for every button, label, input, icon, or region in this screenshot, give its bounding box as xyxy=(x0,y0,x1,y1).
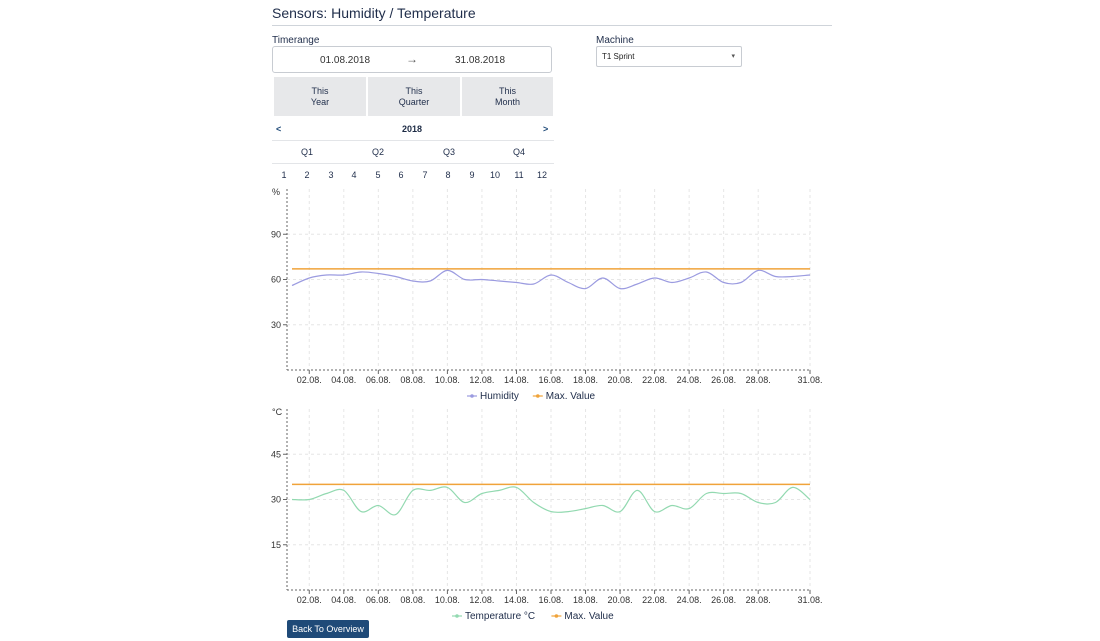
x-tick-label: 28.08. xyxy=(746,595,771,605)
x-tick-label: 22.08. xyxy=(642,375,667,385)
machine-select[interactable]: T1 Sprint ▾ xyxy=(596,46,742,67)
legend-marker xyxy=(554,614,559,618)
x-tick-label: 12.08. xyxy=(469,375,494,385)
x-tick-label: 31.08. xyxy=(797,595,822,605)
month-1[interactable]: 1 xyxy=(281,170,287,180)
x-tick-label: 24.08. xyxy=(677,595,702,605)
month-2[interactable]: 2 xyxy=(304,170,310,180)
preset-this-quarter-button[interactable]: This Quarter xyxy=(368,77,460,116)
x-tick-label: 16.08. xyxy=(538,375,563,385)
legend-label: Max. Value xyxy=(546,391,596,402)
humidity-series-line xyxy=(291,269,811,290)
y-tick-label: 60 xyxy=(271,275,281,285)
x-tick-label: 02.08. xyxy=(297,595,322,605)
x-tick-label: 04.08. xyxy=(331,375,356,385)
x-tick-label: 14.08. xyxy=(504,595,529,605)
y-unit-label: % xyxy=(272,187,280,197)
legend-label: Max. Value xyxy=(564,611,614,622)
quarter-q4[interactable]: Q4 xyxy=(512,147,525,157)
legend-label: Temperature °C xyxy=(465,611,535,622)
y-tick-label: 45 xyxy=(271,449,281,459)
x-tick-label: 10.08. xyxy=(435,375,460,385)
next-year-icon[interactable]: > xyxy=(543,124,549,134)
x-tick-label: 18.08. xyxy=(573,595,598,605)
machine-label: Machine xyxy=(596,35,634,46)
quarter-q3[interactable]: Q3 xyxy=(442,147,455,157)
year-navigator: < 2018 > xyxy=(272,122,552,138)
x-tick-label: 12.08. xyxy=(469,595,494,605)
month-5[interactable]: 5 xyxy=(375,170,381,180)
arrow-right-icon: → xyxy=(406,52,418,66)
month-9[interactable]: 9 xyxy=(469,170,475,180)
quarter-row: Q1 Q2 Q3 Q4 xyxy=(272,140,554,164)
y-tick-label: 90 xyxy=(271,229,281,239)
quarter-q2[interactable]: Q2 xyxy=(371,147,384,157)
legend-label: Humidity xyxy=(480,391,519,402)
legend-marker xyxy=(455,614,459,618)
month-3[interactable]: 3 xyxy=(328,170,334,180)
chevron-down-icon: ▾ xyxy=(731,53,735,60)
x-tick-label: 06.08. xyxy=(366,595,391,605)
month-6[interactable]: 6 xyxy=(398,170,404,180)
prev-year-icon[interactable]: < xyxy=(276,124,282,134)
timerange-input[interactable]: 01.08.2018 → 31.08.2018 xyxy=(272,46,552,73)
range-end[interactable]: 31.08.2018 xyxy=(455,55,506,66)
legend-marker xyxy=(536,394,540,398)
temperature-chart: °C 15 30 45 02.08. 04.08. 06.08. 08.08. 10.08. 12… xyxy=(271,407,823,622)
month-12[interactable]: 12 xyxy=(536,170,547,180)
y-tick-label: 15 xyxy=(271,540,281,550)
y-unit-label: °C xyxy=(272,407,283,417)
x-tick-label: 18.08. xyxy=(573,375,598,385)
year-label: 2018 xyxy=(402,124,423,134)
x-tick-label: 24.08. xyxy=(677,375,702,385)
x-tick-label: 02.08. xyxy=(297,375,322,385)
x-tick-label: 08.08. xyxy=(400,375,425,385)
humidity-chart: % 30 60 90 02.08. 04.08. 06.08. 08.08. 10.08. 12.… xyxy=(271,187,823,402)
title-divider xyxy=(272,25,832,26)
preset-this-month-button[interactable]: This Month xyxy=(462,77,553,116)
legend-marker xyxy=(470,394,474,398)
x-tick-label: 06.08. xyxy=(366,375,391,385)
month-10[interactable]: 10 xyxy=(489,170,500,180)
y-tick-label: 30 xyxy=(271,320,281,330)
machine-selected-value: T1 Sprint xyxy=(602,52,635,61)
x-tick-label: 14.08. xyxy=(504,375,529,385)
x-tick-label: 08.08. xyxy=(400,595,425,605)
x-tick-label: 20.08. xyxy=(608,375,633,385)
back-to-overview-button[interactable]: Back To Overview xyxy=(287,620,369,638)
timerange-label: Timerange xyxy=(272,35,320,46)
page-title: Sensors: Humidity / Temperature xyxy=(272,5,476,21)
quarter-q1[interactable]: Q1 xyxy=(300,147,313,157)
x-tick-label: 26.08. xyxy=(711,375,736,385)
month-4[interactable]: 4 xyxy=(351,170,357,180)
temperature-series-line xyxy=(291,486,811,516)
x-tick-label: 20.08. xyxy=(608,595,633,605)
range-start[interactable]: 01.08.2018 xyxy=(320,55,371,66)
y-tick-label: 30 xyxy=(271,495,281,505)
month-row: 1 2 3 4 5 6 7 8 9 10 11 12 xyxy=(272,164,554,184)
x-tick-label: 31.08. xyxy=(797,375,822,385)
month-8[interactable]: 8 xyxy=(445,170,451,180)
x-tick-label: 22.08. xyxy=(642,595,667,605)
month-11[interactable]: 11 xyxy=(514,170,524,180)
x-tick-label: 26.08. xyxy=(711,595,736,605)
x-tick-label: 28.08. xyxy=(746,375,771,385)
x-tick-label: 16.08. xyxy=(538,595,563,605)
x-tick-label: 10.08. xyxy=(435,595,460,605)
x-tick-label: 04.08. xyxy=(331,595,356,605)
month-7[interactable]: 7 xyxy=(422,170,428,180)
preset-this-year-button[interactable]: This Year xyxy=(274,77,366,116)
